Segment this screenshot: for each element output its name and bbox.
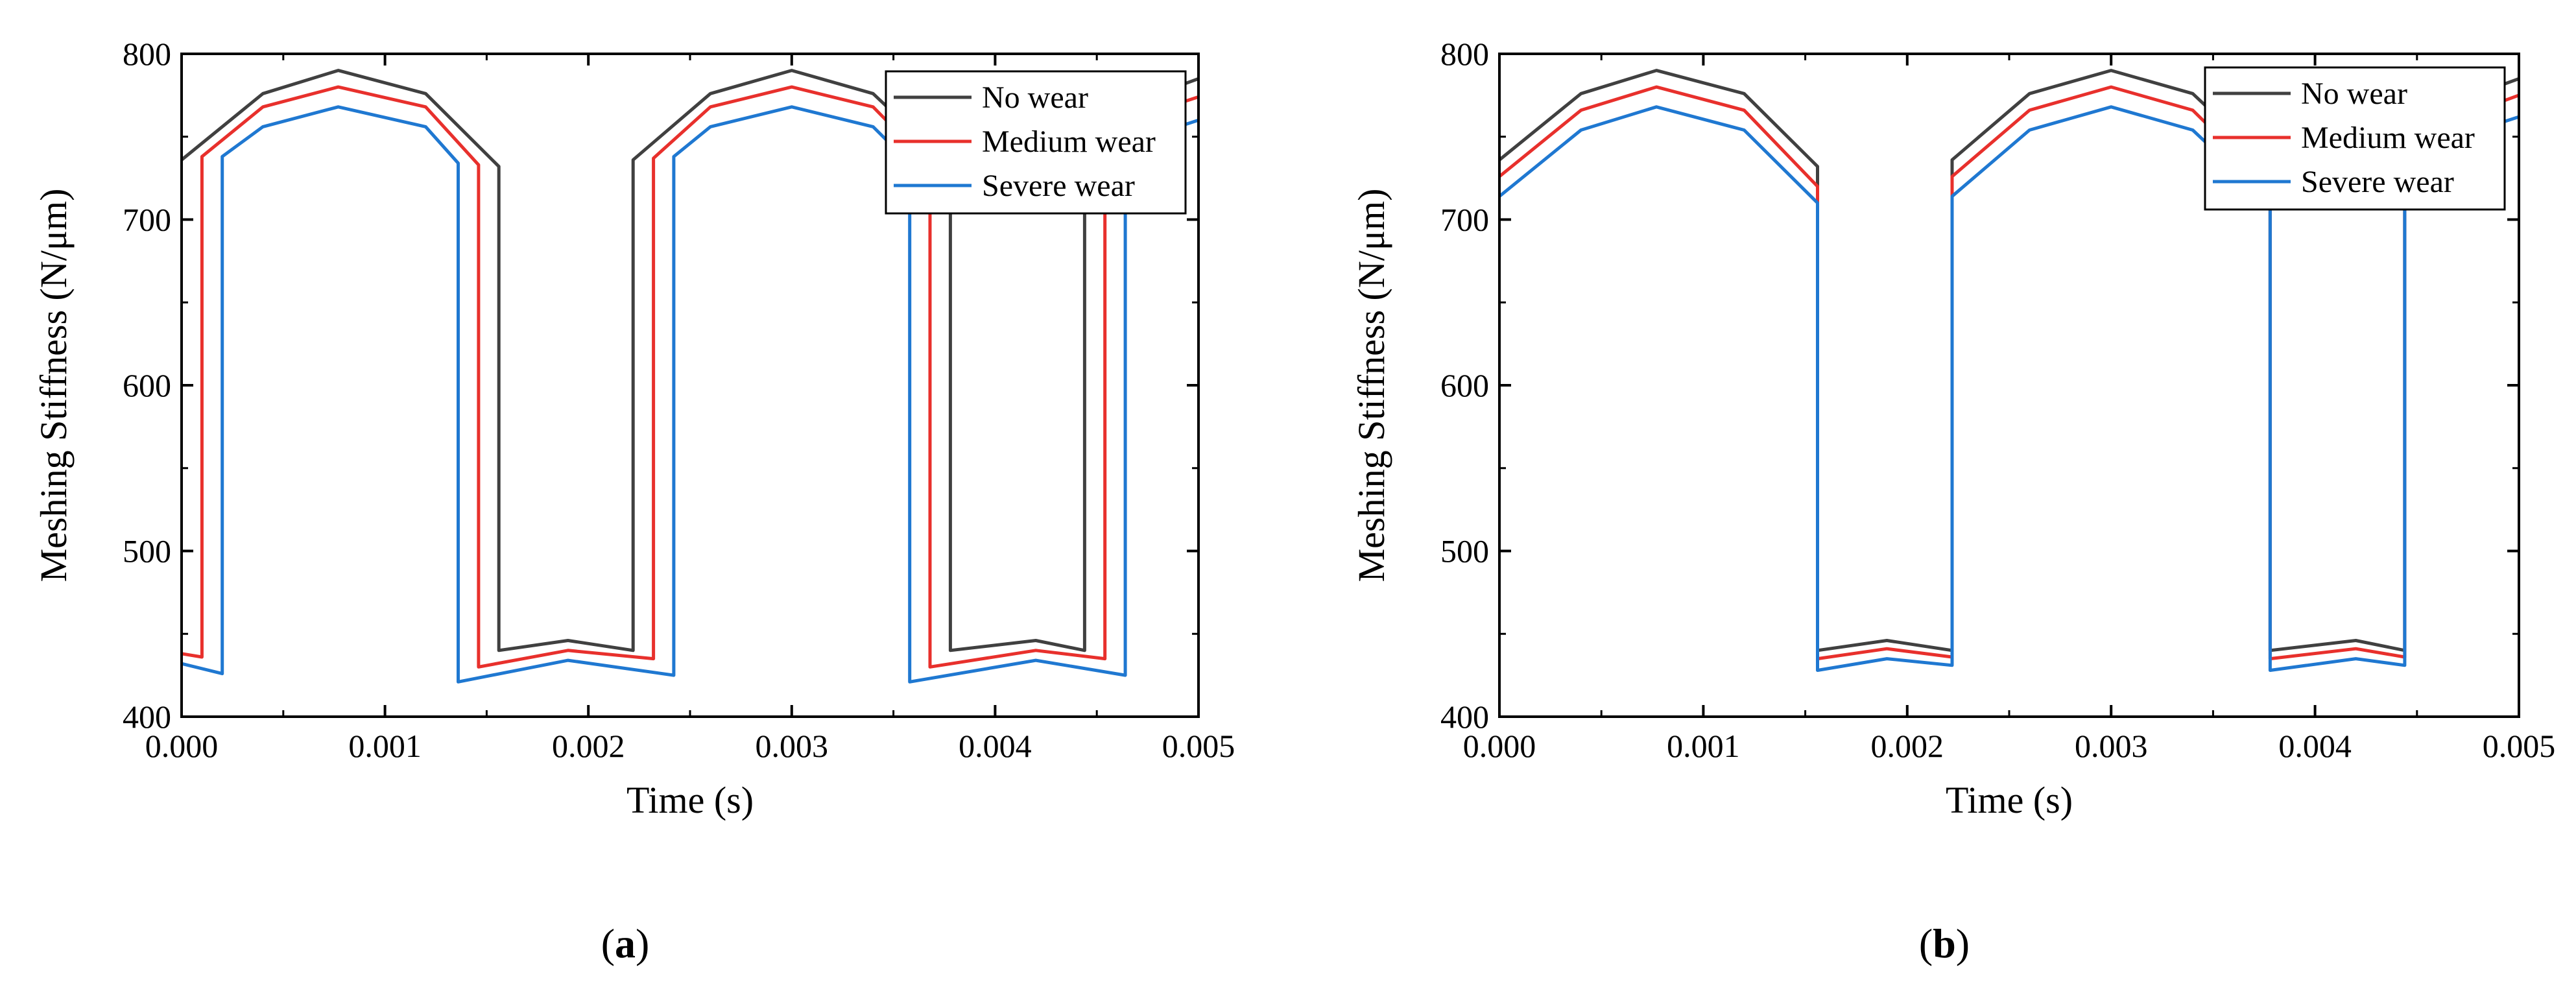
panel-caption: (b) <box>1919 920 1970 966</box>
series-line-severe-wear <box>182 105 1199 684</box>
chart-panel-a: 0.000 0.001 0.002 0.003 0.004 0.005 400 500 600 7… <box>32 36 1235 966</box>
y-axis-title: Meshing Stiffness (N/μm) <box>32 189 75 582</box>
panel-caption: (a) <box>601 920 650 966</box>
caption-paren-close: ) <box>636 920 649 966</box>
y-tick-label: 400 <box>1440 699 1489 735</box>
y-tick-label: 500 <box>123 533 171 569</box>
caption-paren-open: ( <box>601 920 615 966</box>
y-tick-label: 600 <box>1440 367 1489 403</box>
caption-paren-open: ( <box>1919 920 1933 966</box>
x-tick-label: 0.003 <box>756 728 829 764</box>
legend-label: Severe wear <box>982 169 1135 203</box>
series-line-severe-wear <box>1499 105 2519 672</box>
series-line-no-wear <box>182 69 1199 652</box>
y-tick-label: 800 <box>1440 36 1489 72</box>
legend: No wear Medium wear Severe wear <box>885 70 1187 215</box>
caption-paren-close: ) <box>1956 920 1970 966</box>
y-tick-label: 600 <box>123 367 171 403</box>
x-tick-label: 0.001 <box>1667 728 1740 764</box>
chart-panel-b: 0.000 0.001 0.002 0.003 0.004 0.005 400 500 600 7… <box>1350 36 2555 966</box>
y-tick-label: 800 <box>123 36 171 72</box>
series-line-medium-wear <box>182 85 1199 669</box>
caption-letter: b <box>1933 920 1956 966</box>
y-tick-label: 400 <box>123 699 171 735</box>
x-axis-title: Time (s) <box>1946 779 2073 821</box>
legend-label: Medium wear <box>2301 121 2475 155</box>
x-tick-label: 0.003 <box>2075 728 2148 764</box>
series-group <box>182 69 1199 684</box>
y-tick-label: 700 <box>1440 202 1489 238</box>
x-tick-label: 0.002 <box>552 728 625 764</box>
caption-letter: a <box>615 920 636 966</box>
x-axis-title: Time (s) <box>626 779 754 821</box>
y-tick-label: 700 <box>123 202 171 238</box>
x-tick-label: 0.005 <box>1162 728 1235 764</box>
y-axis-title: Meshing Stiffness (N/μm) <box>1350 189 1392 582</box>
x-tick-label: 0.000 <box>145 728 219 764</box>
series-group <box>1499 69 2519 672</box>
legend-label: Severe wear <box>2301 165 2454 199</box>
legend-label: Medium wear <box>982 125 1156 159</box>
legend-label: No wear <box>2301 77 2407 111</box>
legend: No wear Medium wear Severe wear <box>2204 66 2506 211</box>
x-tick-label: 0.004 <box>2278 728 2352 764</box>
x-tick-label: 0.002 <box>1871 728 1944 764</box>
legend-label: No wear <box>982 80 1088 115</box>
x-tick-label: 0.004 <box>959 728 1032 764</box>
x-tick-label: 0.005 <box>2483 728 2556 764</box>
x-tick-label: 0.000 <box>1463 728 1536 764</box>
x-tick-label: 0.001 <box>348 728 422 764</box>
y-tick-label: 500 <box>1440 533 1489 569</box>
